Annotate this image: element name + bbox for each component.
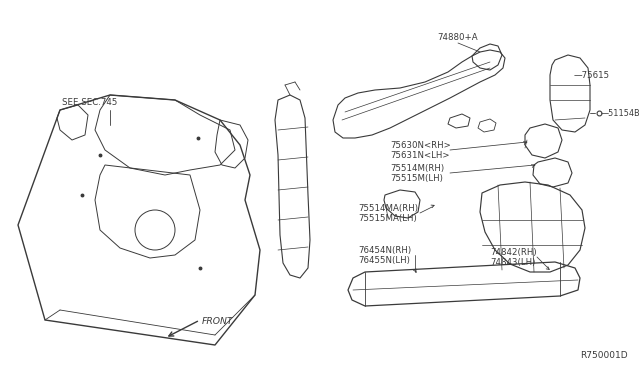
Text: 75631N<LH>: 75631N<LH> [390, 151, 449, 160]
Text: 76455N(LH): 76455N(LH) [358, 256, 410, 264]
Text: R750001D: R750001D [580, 352, 628, 360]
Text: —75615: —75615 [574, 71, 610, 80]
Text: 75514M(RH): 75514M(RH) [390, 164, 444, 173]
Text: SEE SEC.745: SEE SEC.745 [62, 98, 117, 107]
Text: —51154B: —51154B [601, 109, 640, 118]
Text: 75515M(LH): 75515M(LH) [390, 173, 443, 183]
Text: 74880+A: 74880+A [438, 33, 478, 42]
Text: FRONT: FRONT [202, 317, 234, 327]
Text: 76454N(RH): 76454N(RH) [358, 246, 411, 254]
Text: 74843(LH): 74843(LH) [490, 257, 536, 266]
Text: 74842(RH): 74842(RH) [490, 247, 536, 257]
Text: 75514MA(RH): 75514MA(RH) [358, 203, 418, 212]
Text: 75630N<RH>: 75630N<RH> [390, 141, 451, 150]
Text: 75515MA(LH): 75515MA(LH) [358, 214, 417, 222]
